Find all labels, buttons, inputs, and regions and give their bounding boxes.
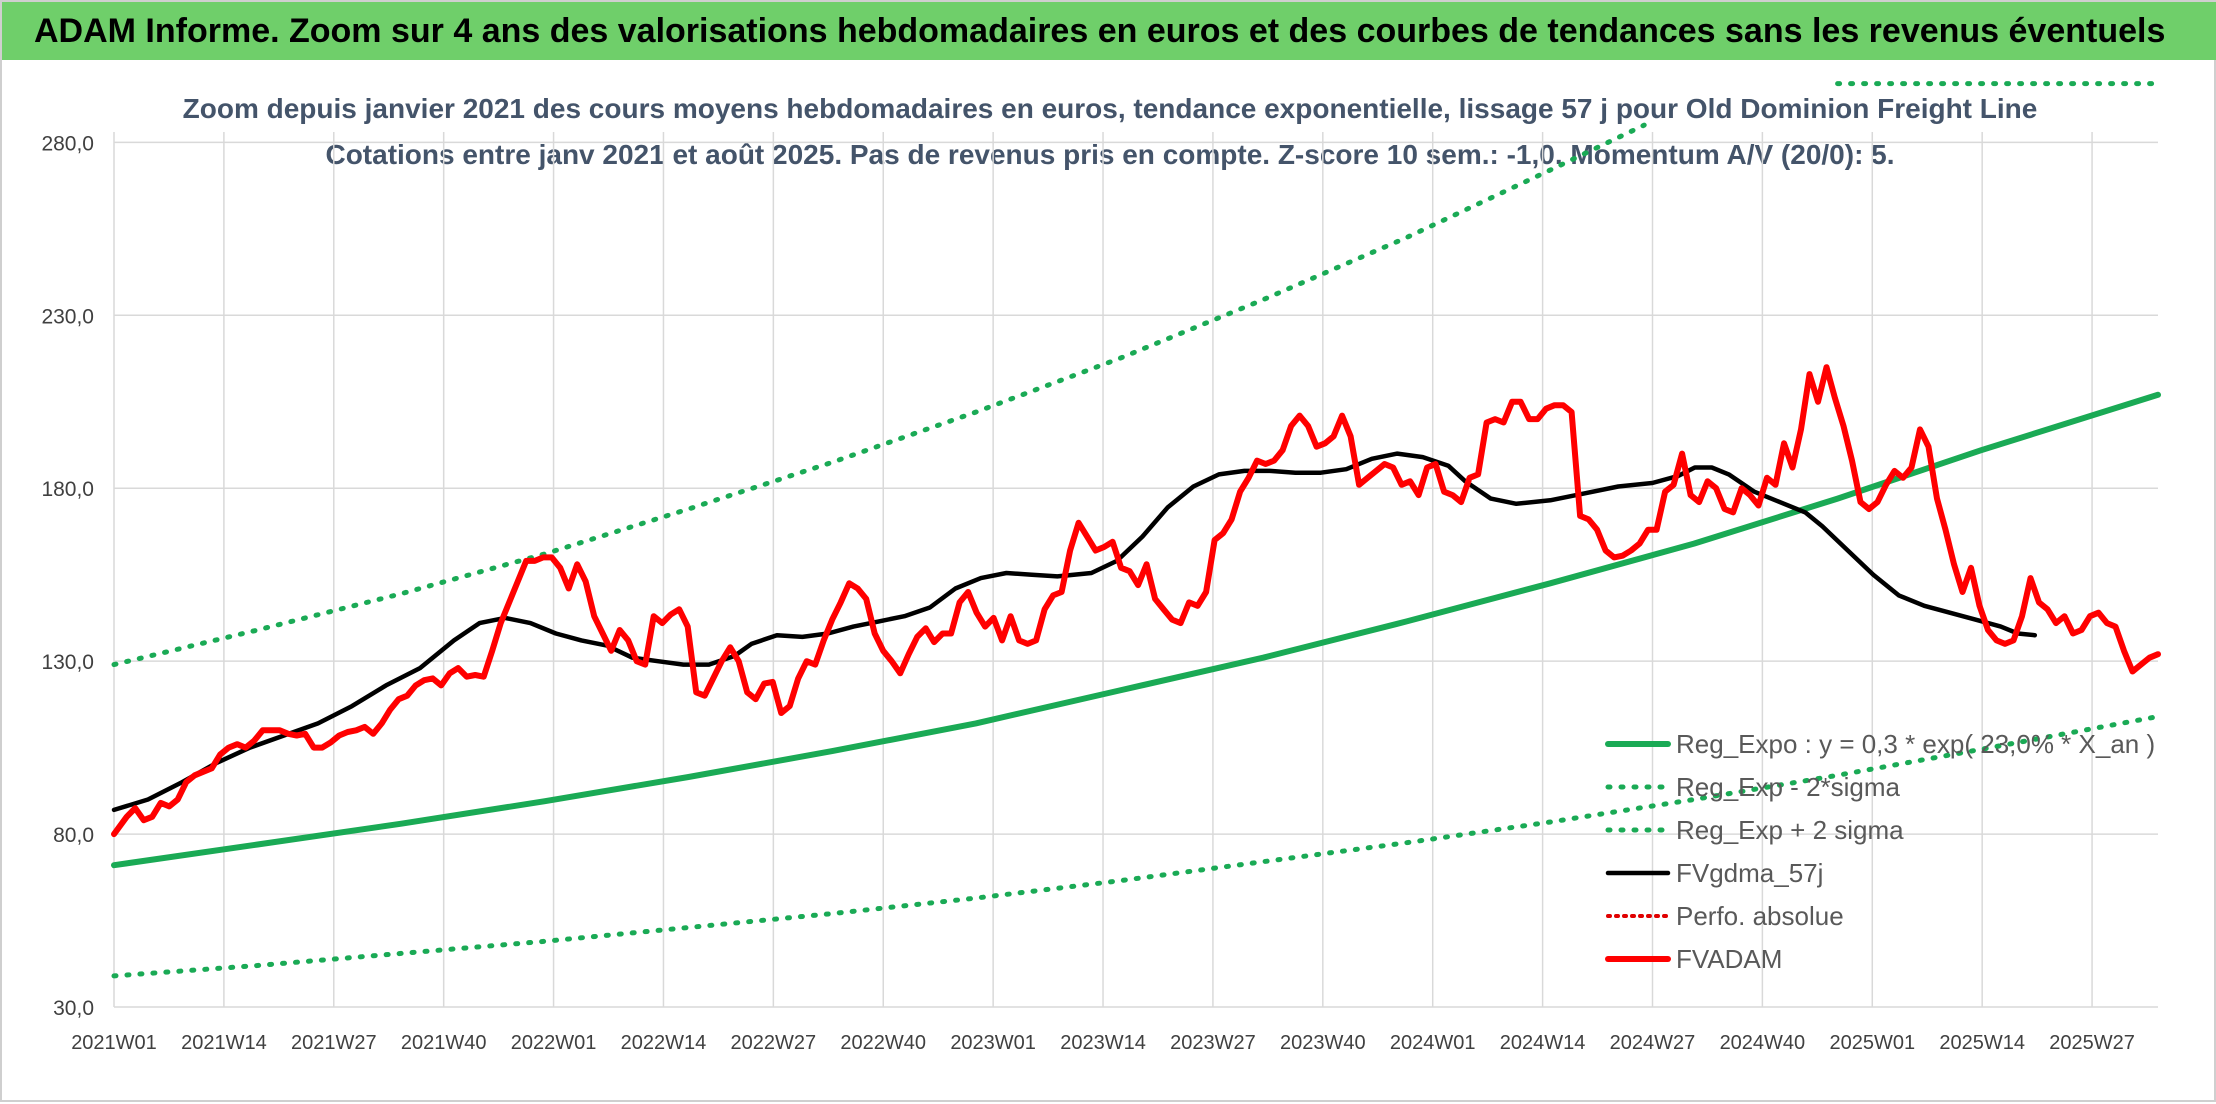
legend-label: FVADAM bbox=[1676, 944, 1782, 974]
x-tick-label: 2021W27 bbox=[291, 1032, 377, 1054]
y-tick-label: 130,0 bbox=[41, 651, 94, 674]
series-reg-expo bbox=[111, 391, 2161, 869]
y-tick-label: 180,0 bbox=[41, 478, 94, 501]
chart-title: Zoom depuis janvier 2021 des cours moyen… bbox=[183, 93, 2038, 124]
legend: Reg_Expo : y = 0,3 * exp( 23,0% * X_an )… bbox=[1605, 729, 2155, 974]
x-tick-label: 2022W01 bbox=[511, 1032, 597, 1054]
x-tick-label: 2023W27 bbox=[1170, 1032, 1256, 1054]
x-tick-label: 2025W14 bbox=[1939, 1032, 2025, 1054]
y-tick-label: 80,0 bbox=[53, 824, 94, 847]
y-tick-label: 30,0 bbox=[53, 997, 94, 1020]
y-tick-label: 230,0 bbox=[41, 305, 94, 328]
report-banner: ADAM Informe. Zoom sur 4 ans des valoris… bbox=[2, 2, 2216, 60]
x-tick-label: 2025W01 bbox=[1829, 1032, 1915, 1054]
grid bbox=[113, 132, 2158, 1008]
x-tick-label: 2023W40 bbox=[1280, 1032, 1366, 1054]
x-tick-label: 2023W14 bbox=[1060, 1032, 1146, 1054]
x-tick-label: 2022W40 bbox=[840, 1032, 926, 1054]
series-reg-exp-plus-2sigma bbox=[111, 122, 1647, 668]
x-tick-label: 2022W27 bbox=[731, 1032, 817, 1054]
series-fvgdma-57j bbox=[111, 451, 2038, 813]
x-tick-label: 2024W27 bbox=[1610, 1032, 1696, 1054]
x-tick-label: 2021W01 bbox=[71, 1032, 157, 1054]
x-tick-label: 2024W01 bbox=[1390, 1032, 1476, 1054]
x-tick-label: 2023W01 bbox=[950, 1032, 1036, 1054]
y-axis-ticks: 30,0 80,0 130,0 180,0 230,0 280,0 bbox=[41, 132, 94, 1020]
x-tick-label: 2025W27 bbox=[2049, 1032, 2135, 1054]
x-tick-label: 2022W14 bbox=[621, 1032, 707, 1054]
x-tick-label: 2021W14 bbox=[181, 1032, 267, 1054]
x-axis-ticks: 2021W01 2021W14 2021W27 2021W40 2022W01 2022W… bbox=[71, 1032, 2135, 1054]
series-fvadam bbox=[111, 364, 2161, 838]
legend-label: Reg_Exp - 2*sigma bbox=[1676, 772, 1901, 802]
chart-subtitle: Cotations entre janv 2021 et août 2025. … bbox=[325, 139, 1894, 170]
legend-label: Reg_Expo : y = 0,3 * exp( 23,0% * X_an ) bbox=[1676, 729, 2155, 759]
x-tick-label: 2024W40 bbox=[1720, 1032, 1806, 1054]
legend-label: Reg_Exp + 2 sigma bbox=[1676, 815, 1904, 845]
legend-label: Perfo. absolue bbox=[1676, 901, 1844, 931]
series-reg-exp-minus-2sigma bbox=[111, 714, 2161, 979]
legend-label: FVgdma_57j bbox=[1676, 858, 1823, 888]
y-tick-label: 280,0 bbox=[41, 132, 94, 155]
series-layer bbox=[111, 81, 2161, 979]
x-tick-label: 2024W14 bbox=[1500, 1032, 1586, 1054]
x-tick-label: 2021W40 bbox=[401, 1032, 487, 1054]
